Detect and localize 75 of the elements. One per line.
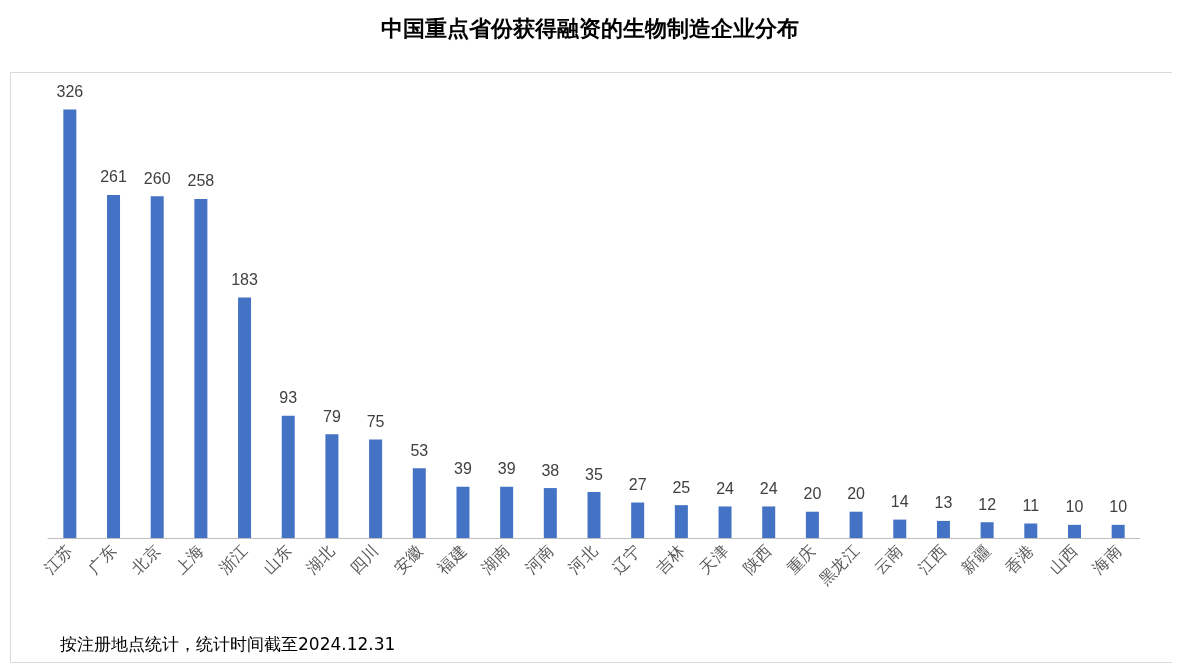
x-tick-label: 香港 [1001, 541, 1038, 578]
x-tick-label: 山西 [1045, 541, 1082, 578]
data-label: 39 [454, 460, 472, 478]
bar [805, 511, 819, 538]
bar [980, 522, 994, 538]
data-label: 93 [279, 389, 298, 407]
bar [762, 506, 776, 538]
data-label: 261 [100, 168, 127, 186]
bar [456, 486, 470, 538]
x-tick-label: 河北 [564, 541, 601, 578]
x-tick-label: 山东 [258, 541, 295, 578]
bar [1024, 523, 1038, 538]
x-tick-label: 河南 [520, 541, 558, 578]
data-label: 13 [934, 494, 953, 512]
bar [543, 488, 557, 538]
data-label: 75 [366, 412, 385, 430]
bar [500, 486, 514, 538]
x-tick-label: 海南 [1088, 541, 1125, 578]
x-tick-label: 广东 [84, 541, 121, 578]
x-tick-label: 新疆 [957, 541, 994, 578]
data-label: 27 [628, 476, 647, 494]
data-label: 12 [978, 495, 997, 513]
data-label: 14 [890, 493, 909, 511]
data-label: 79 [323, 407, 341, 425]
x-tick-label: 湖北 [302, 541, 339, 578]
data-label: 24 [759, 479, 778, 497]
chart-title: 中国重点省份获得融资的生物制造企业分布 [381, 15, 799, 41]
data-label: 11 [1022, 497, 1040, 515]
bar [412, 468, 426, 538]
x-tick-label: 北京 [127, 541, 164, 578]
data-label: 35 [585, 465, 603, 483]
bar [238, 297, 252, 538]
x-tick-label: 浙江 [215, 541, 252, 578]
data-label: 24 [716, 479, 735, 497]
bar [893, 519, 907, 538]
bar [325, 434, 339, 538]
x-tick-label: 江西 [914, 541, 951, 578]
x-tick-label: 吉林 [652, 541, 689, 578]
data-label: 10 [1109, 498, 1128, 516]
data-label: 183 [231, 270, 259, 288]
x-tick-label: 陕西 [739, 541, 776, 578]
x-tick-label: 云南 [870, 541, 907, 578]
x-tick-label: 辽宁 [608, 541, 645, 578]
bar [587, 492, 601, 538]
bar [194, 198, 208, 538]
x-tick-label: 安徽 [389, 541, 426, 578]
bar [281, 415, 295, 538]
bar [631, 502, 645, 538]
bar [107, 194, 121, 538]
x-tick-label: 四川 [346, 541, 383, 578]
bar [1067, 524, 1081, 538]
data-label: 326 [56, 83, 84, 101]
bar [150, 196, 164, 538]
bar [63, 109, 77, 538]
data-label: 38 [541, 461, 560, 479]
data-label: 260 [143, 169, 171, 187]
data-label: 20 [803, 485, 822, 503]
data-label: 10 [1065, 498, 1084, 516]
x-tick-label: 上海 [171, 541, 208, 578]
bar [936, 520, 950, 538]
x-tick-label: 湖南 [477, 541, 514, 578]
data-label: 20 [847, 485, 866, 503]
bar [849, 511, 863, 538]
bar [1111, 524, 1125, 538]
x-tick-label: 天津 [695, 541, 732, 578]
data-label: 53 [410, 441, 429, 459]
data-label: 39 [497, 460, 516, 478]
x-tick-label: 福建 [433, 541, 470, 578]
bar [369, 439, 383, 538]
data-label: 25 [672, 478, 691, 496]
text: 按注册地点统计，统计时间截至2024.12.31 [60, 633, 396, 654]
bar [674, 505, 688, 538]
bar [718, 506, 732, 538]
x-tick-label: 江苏 [40, 541, 77, 578]
data-label: 258 [187, 172, 215, 190]
